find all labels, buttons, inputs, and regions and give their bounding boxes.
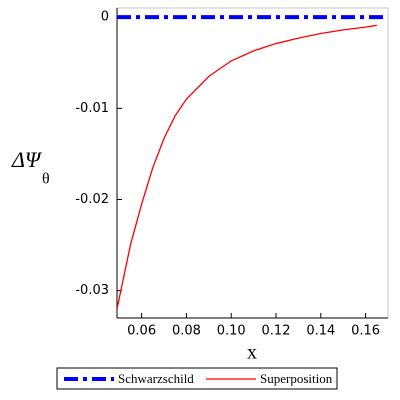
y-label-subscript: θ: [42, 171, 50, 188]
plot-frame: [116, 7, 389, 319]
x-tick-label: 0.14: [306, 324, 335, 339]
x-label: x: [247, 342, 257, 364]
y-tick-label: -0.02: [75, 192, 109, 207]
y-tick-label: -0.01: [75, 101, 109, 116]
legend: [56, 367, 338, 390]
y-label: ΔΨ: [11, 147, 43, 172]
y-tick-label: -0.03: [75, 283, 109, 298]
x-tick-label: 0.12: [262, 324, 291, 339]
legend-label: Superposition: [260, 371, 333, 386]
x-tick-label: 0.06: [127, 324, 156, 339]
y-tick-label: 0: [101, 10, 109, 25]
legend-label: Schwarzschild: [118, 371, 194, 386]
series-line: [117, 24, 377, 310]
x-tick-label: 0.10: [217, 324, 246, 339]
x-tick-label: 0.08: [172, 324, 201, 339]
x-tick-label: 0.16: [351, 324, 380, 339]
